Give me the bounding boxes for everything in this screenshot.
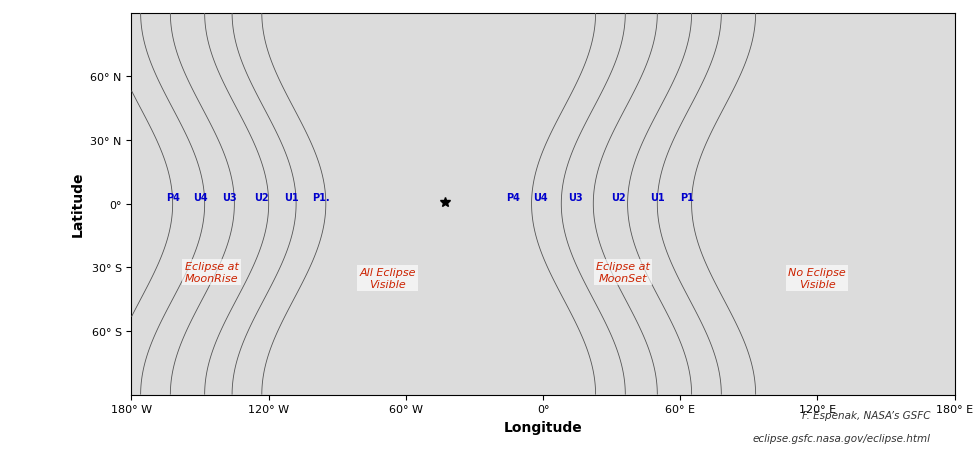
Text: P4: P4: [506, 192, 520, 202]
Text: U1: U1: [650, 192, 664, 202]
Text: Eclipse at
MoonSet: Eclipse at MoonSet: [596, 261, 650, 283]
X-axis label: Longitude: Longitude: [504, 420, 582, 434]
Text: All Eclipse
Visible: All Eclipse Visible: [359, 268, 416, 289]
Text: U3: U3: [568, 192, 582, 202]
Text: No Eclipse
Visible: No Eclipse Visible: [789, 268, 846, 289]
Y-axis label: Latitude: Latitude: [71, 172, 85, 237]
Text: U1: U1: [284, 192, 299, 202]
Text: U4: U4: [534, 192, 548, 202]
Text: eclipse.gsfc.nasa.gov/eclipse.html: eclipse.gsfc.nasa.gov/eclipse.html: [752, 433, 930, 443]
Text: P1: P1: [680, 192, 693, 202]
Text: P4: P4: [166, 192, 179, 202]
Text: Eclipse at
MoonRise: Eclipse at MoonRise: [184, 261, 239, 283]
Text: U2: U2: [611, 192, 625, 202]
Text: F. Espenak, NASA’s GSFC: F. Espenak, NASA’s GSFC: [802, 410, 930, 420]
Text: U4: U4: [193, 192, 207, 202]
Text: P1.: P1.: [313, 192, 330, 202]
Text: U2: U2: [254, 192, 269, 202]
Text: U3: U3: [222, 192, 237, 202]
